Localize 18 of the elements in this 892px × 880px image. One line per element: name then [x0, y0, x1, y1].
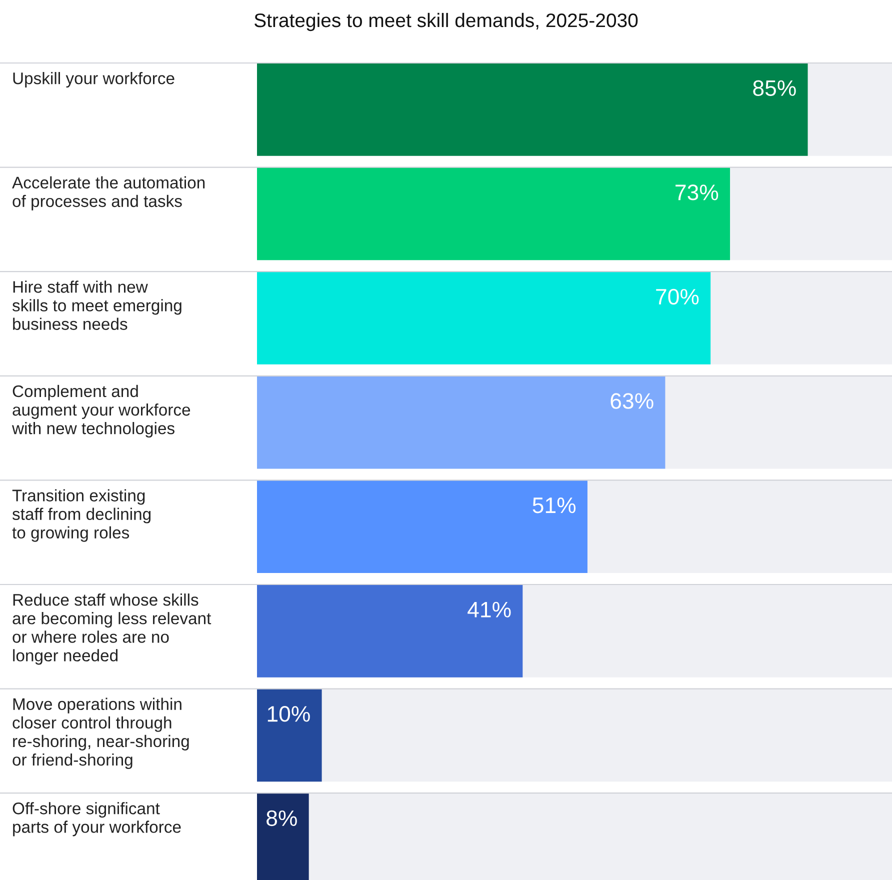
- data-label: 63%: [610, 393, 654, 409]
- y-tick-label: Accelerate the automation of processes and tasks: [12, 176, 205, 210]
- y-tick-label: Complement and augment your workforce with new technologies: [12, 384, 190, 438]
- data-label: 70%: [656, 288, 699, 305]
- bar: [257, 688, 322, 782]
- y-tick-label: Hire staff with new skills to meet emerging business needs: [12, 280, 182, 330]
- y-tick-label: Move operations within closer control through re-shoring, near-shoring or friend-shoring: [12, 698, 189, 770]
- data-label: 10%: [268, 706, 310, 722]
- y-tick-label: Upskill your workforce: [13, 72, 174, 88]
- data-label: 85%: [753, 80, 796, 96]
- data-label: 8%: [266, 810, 297, 826]
- y-tick-label: Reduce staff whose skills are becoming less relevant or where roles are no longer needed: [12, 594, 212, 665]
- data-label: 41%: [468, 602, 511, 618]
- data-label: 73%: [676, 184, 718, 200]
- chart-title: Strategies to meet skill demands, 2025-2030: [254, 12, 638, 32]
- y-tick-label: Transition existing staff from declining to growing roles: [12, 489, 151, 542]
- data-label: 51%: [532, 498, 576, 514]
- y-tick-label: Off-shore significant parts of your workforce: [12, 802, 181, 836]
